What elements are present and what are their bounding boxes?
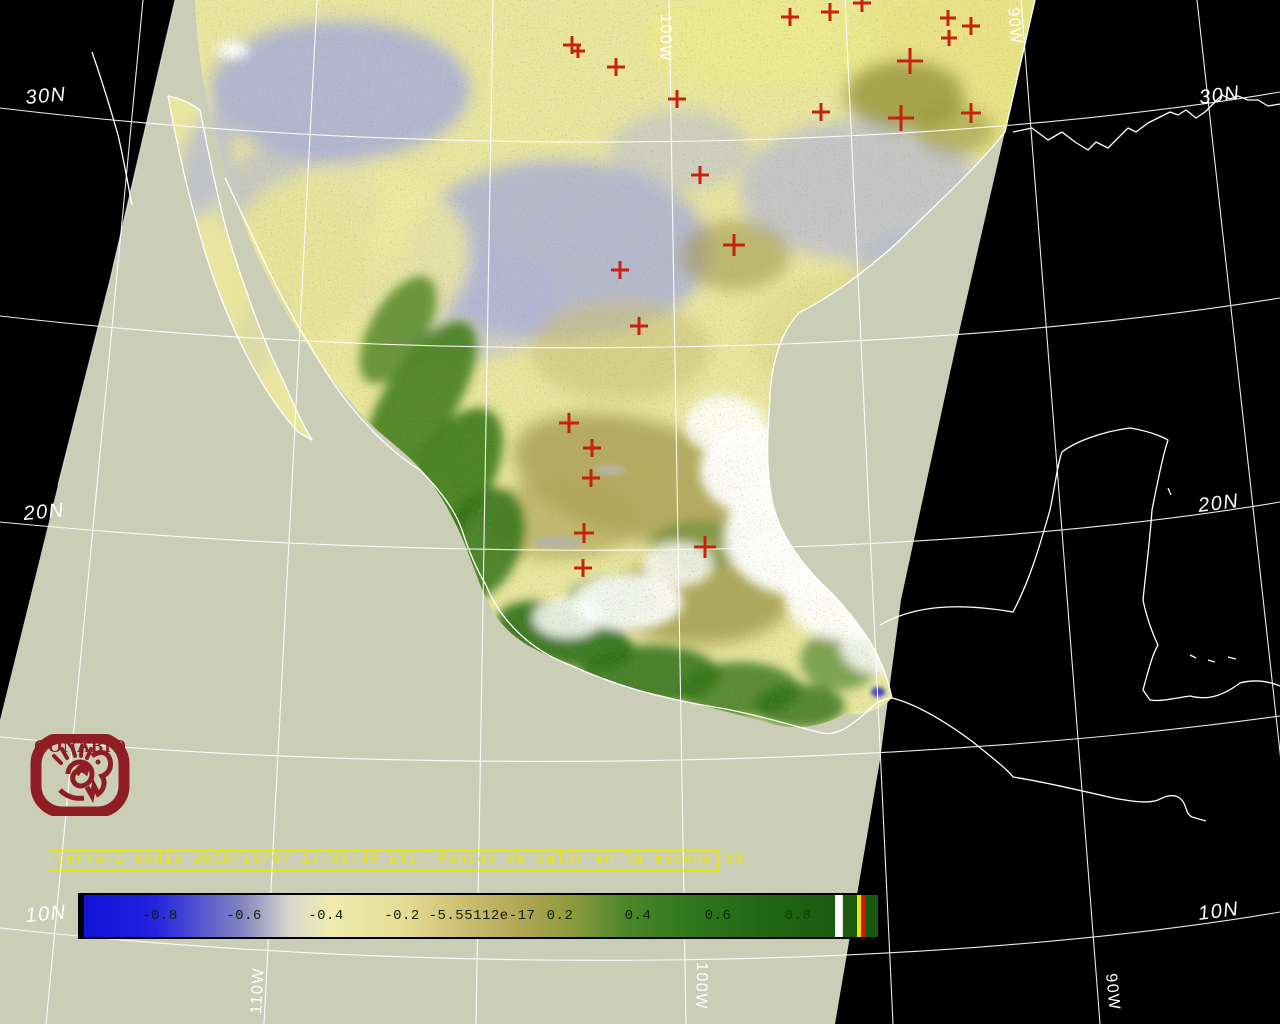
graticule-label: 100W [692,962,710,1010]
colorbar-tick-label: 0.4 [624,908,652,924]
caption-text: terra-1 modis 2010/10/07 17:35:39 EVI, P… [49,850,719,871]
colorbar-tick-label: 0.6 [704,908,732,924]
graticule-label: 30N [25,83,68,109]
graticule-label: 30N [1198,82,1242,109]
hotspot-cross [962,17,980,35]
hotspot-cross [571,44,585,58]
graticule-label: 110W [248,967,267,1014]
hotspot-cross [853,0,871,12]
hotspot-cross [611,261,629,279]
graticule-label: 20N [22,499,66,525]
colorbar-tick-label: -0.4 [308,908,344,924]
colorbar-tick-label: -0.6 [226,908,262,924]
hotspot-cross [668,90,686,108]
product-caption: terra-1 modis 2010/10/07 17:35:39 EVI, P… [49,850,743,871]
colorbar-gradient: -0.8 -0.6 -0.4 -0.2 -5.55112e-17 0.2 0.4 0.6 0.8 [84,895,878,937]
hotspot-cross [559,413,579,433]
colorbar-tick-label: 0.8 [784,908,812,924]
colorbar-stripe [861,895,866,937]
graticule-label: 10N [25,901,68,927]
hotspot-cross [897,48,923,74]
hotspot-cross [812,103,830,121]
hotspot-cross [607,58,625,76]
graticule-label: 10N [1197,898,1241,925]
graticule-label: 20N [1196,490,1241,517]
evi-colorbar: -0.8 -0.6 -0.4 -0.2 -5.55112e-17 0.2 0.4 0.6 0.8 [78,893,883,939]
hotspot-cross [630,317,648,335]
hotspot-cross [723,234,745,256]
hotspot-cross [583,439,601,457]
conabio-emblem [30,734,130,816]
coastlines [91,0,1280,822]
hotspot-cross [781,8,799,26]
hotspot-cross [574,559,592,577]
conabio-logo: CONABIO [30,734,140,816]
hotspot-cross [694,536,716,558]
colorbar-tick-label: -0.8 [142,908,178,924]
colorbar-tick-label: -5.55112e-17 [428,908,536,924]
hotspot-count: 39 [723,852,744,869]
colorbar-stripe [835,895,841,937]
colorbar-tick-label: 0.2 [546,908,574,924]
graticule-label: 90W [1004,7,1025,46]
hotspot-cross [961,103,981,123]
hotspot-markers [559,0,981,577]
hotspot-cross [888,105,914,131]
graticule-label: 90W [1102,973,1123,1012]
hotspot-cross [574,523,594,543]
colorbar-stripe [857,895,861,937]
colorbar-tick-label: -0.2 [384,908,420,924]
hotspot-cross [821,3,839,21]
hotspot-cross [582,469,600,487]
graticule-labels: 30N 30N 20N 20N 10N 10N 110W 100W 90W 100W 90W [22,7,1242,1015]
colorbar-stripe [841,895,843,937]
hotspot-cross [940,10,956,26]
hotspot-cross [691,166,709,184]
hotspot-cross [941,30,957,46]
graticule-label: 100W [656,14,674,62]
